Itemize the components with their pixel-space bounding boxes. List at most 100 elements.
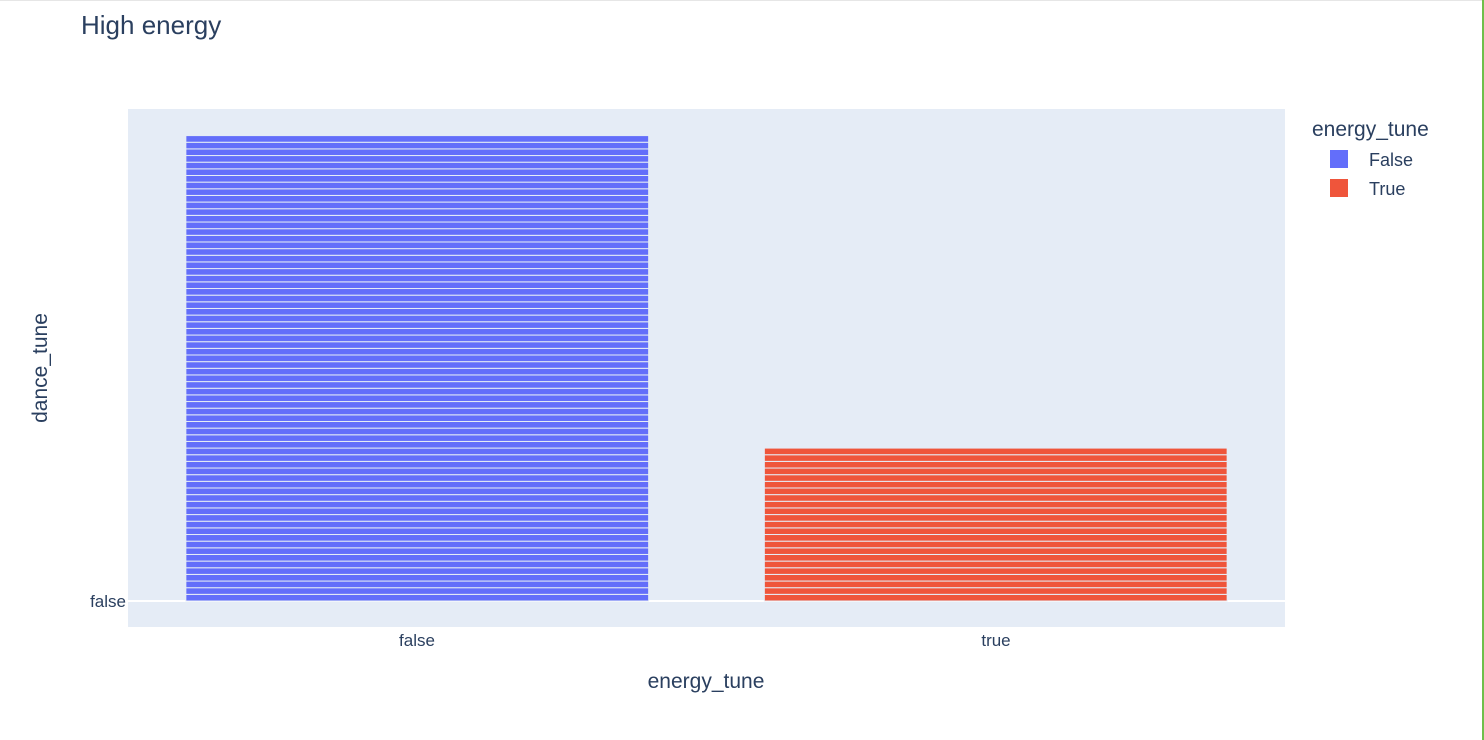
bar-segment-false-4[interactable] [185, 573, 650, 582]
bar-segment-false-50[interactable] [185, 268, 650, 276]
bar-segment-false-39[interactable] [185, 341, 650, 349]
bar-segment-true-7[interactable] [763, 553, 1228, 562]
bar-segment-true-16[interactable] [763, 494, 1228, 502]
bar-segment-false-37[interactable] [185, 354, 650, 363]
bar-segment-false-1[interactable] [185, 593, 650, 602]
bar-segment-false-70[interactable] [185, 135, 650, 143]
bar-segment-true-15[interactable] [763, 500, 1228, 509]
bar-segment-false-45[interactable] [185, 301, 650, 309]
bar-segment-true-6[interactable] [763, 560, 1228, 569]
bar-segment-false-34[interactable] [185, 374, 650, 383]
bar-segment-false-32[interactable] [185, 387, 650, 396]
bar-segment-false-18[interactable] [185, 480, 650, 489]
bar-segment-true-11[interactable] [763, 527, 1228, 536]
bar-segment-false-42[interactable] [185, 321, 650, 329]
bar-segment-false-26[interactable] [185, 427, 650, 436]
legend-swatch-false[interactable] [1330, 150, 1348, 168]
bar-segment-false-60[interactable] [185, 201, 650, 210]
bar-segment-false-11[interactable] [185, 527, 650, 536]
bar-segment-false-41[interactable] [185, 327, 650, 336]
bar-segment-false-27[interactable] [185, 420, 650, 429]
bar-segment-false-9[interactable] [185, 540, 650, 549]
bar-segment-false-2[interactable] [185, 587, 650, 595]
bar-segment-false-54[interactable] [185, 241, 650, 250]
bar-segment-false-7[interactable] [185, 553, 650, 562]
bar-segment-false-23[interactable] [185, 447, 650, 456]
bar-segment-true-20[interactable] [763, 467, 1228, 476]
bar-segment-true-21[interactable] [763, 460, 1228, 469]
bar-segment-true-9[interactable] [763, 540, 1228, 549]
bar-segment-false-14[interactable] [185, 507, 650, 516]
bar-segment-false-51[interactable] [185, 261, 650, 270]
bar-segment-false-16[interactable] [185, 494, 650, 502]
bar-segment-false-64[interactable] [185, 174, 650, 183]
bar-segment-false-68[interactable] [185, 148, 650, 157]
bar-segment-true-4[interactable] [763, 573, 1228, 582]
bar-segment-false-12[interactable] [185, 520, 650, 529]
bar-segment-false-52[interactable] [185, 254, 650, 263]
bar-segment-true-12[interactable] [763, 520, 1228, 529]
bar-segment-false-5[interactable] [185, 567, 650, 575]
bar-segment-false-13[interactable] [185, 514, 650, 522]
bar-segment-true-10[interactable] [763, 534, 1228, 542]
bar-segment-false-25[interactable] [185, 434, 650, 442]
bar-segment-false-6[interactable] [185, 560, 650, 569]
bar-segment-false-65[interactable] [185, 168, 650, 176]
bar-segment-false-19[interactable] [185, 474, 650, 482]
bar-segment-true-19[interactable] [763, 474, 1228, 482]
bar-segment-false-28[interactable] [185, 414, 650, 422]
bar-segment-false-67[interactable] [185, 155, 650, 163]
bar-segment-false-10[interactable] [185, 534, 650, 542]
bar-segment-false-69[interactable] [185, 141, 650, 150]
bar-segment-false-47[interactable] [185, 288, 650, 296]
bar-segment-true-2[interactable] [763, 587, 1228, 595]
bar-segment-false-58[interactable] [185, 214, 650, 223]
bar-segment-false-49[interactable] [185, 274, 650, 283]
bar-segment-false-48[interactable] [185, 281, 650, 290]
bar-segment-false-15[interactable] [185, 500, 650, 509]
bar-segment-false-53[interactable] [185, 248, 650, 256]
bar-segment-true-18[interactable] [763, 480, 1228, 489]
bar-segment-false-56[interactable] [185, 228, 650, 236]
bar-segment-false-44[interactable] [185, 307, 650, 316]
bar-segment-false-33[interactable] [185, 381, 650, 389]
bar-segment-false-40[interactable] [185, 334, 650, 343]
bar-segment-false-8[interactable] [185, 547, 650, 555]
bar-segment-false-21[interactable] [185, 460, 650, 469]
legend-label-false[interactable]: False [1369, 150, 1413, 170]
bar-segment-true-17[interactable] [763, 487, 1228, 496]
bar-segment-false-30[interactable] [185, 401, 650, 409]
bar-segment-false-36[interactable] [185, 361, 650, 369]
bar-segment-false-63[interactable] [185, 181, 650, 190]
x-axis-title: energy_tune [648, 670, 765, 693]
bar-segment-false-55[interactable] [185, 234, 650, 243]
bar-segment-false-24[interactable] [185, 440, 650, 449]
bar-segment-true-1[interactable] [763, 593, 1228, 602]
bar-segment-true-23[interactable] [763, 447, 1228, 456]
bar-segment-false-38[interactable] [185, 347, 650, 356]
bar-segment-true-5[interactable] [763, 567, 1228, 575]
bar-segment-false-29[interactable] [185, 407, 650, 416]
bar-segment-true-8[interactable] [763, 547, 1228, 555]
bar-segment-false-22[interactable] [185, 454, 650, 462]
bar-segment-true-3[interactable] [763, 580, 1228, 589]
bar-segment-false-62[interactable] [185, 188, 650, 196]
bar-segment-false-59[interactable] [185, 208, 650, 216]
bar-segment-true-13[interactable] [763, 514, 1228, 522]
bar-segment-false-17[interactable] [185, 487, 650, 496]
bar-segment-true-22[interactable] [763, 454, 1228, 462]
bar-segment-false-35[interactable] [185, 367, 650, 376]
bar-segment-false-3[interactable] [185, 580, 650, 589]
bar-segment-false-46[interactable] [185, 294, 650, 303]
bar-segment-false-57[interactable] [185, 221, 650, 230]
bar-segment-false-61[interactable] [185, 194, 650, 203]
bar-segment-false-31[interactable] [185, 394, 650, 403]
bar-segment-true-14[interactable] [763, 507, 1228, 516]
legend-swatch-true[interactable] [1330, 179, 1348, 197]
bar-segment-false-20[interactable] [185, 467, 650, 476]
bar-segment-false-66[interactable] [185, 161, 650, 170]
bar-segment-false-43[interactable] [185, 314, 650, 323]
legend-label-true[interactable]: True [1369, 179, 1405, 199]
bars-group [185, 135, 1228, 602]
